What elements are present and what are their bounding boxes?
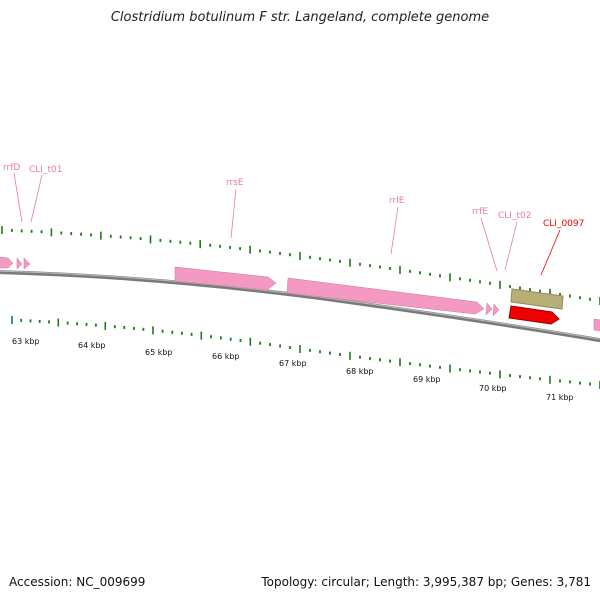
scale-label-69: 69 kbp bbox=[413, 375, 441, 384]
label-leader-lines bbox=[13, 172, 561, 276]
scale-label-65: 65 kbp bbox=[145, 348, 173, 357]
feature-labels: rrfD CLI_t01 rrsE rrlE rrfE CLI_t02 CLI_… bbox=[3, 163, 584, 229]
accession-text: Accession: NC_009699 bbox=[9, 575, 146, 589]
feature-arrow-right-edge[interactable] bbox=[593, 318, 600, 332]
feature-arrow-rrfd[interactable] bbox=[0, 256, 14, 269]
feature-arrow-cli-t01-b[interactable] bbox=[23, 257, 31, 270]
genome-backbone-highlight bbox=[0, 270, 600, 340]
inner-tick-ring bbox=[11, 316, 600, 389]
scale-label-66: 66 kbp bbox=[212, 352, 240, 361]
feature-label-rrle[interactable]: rrlE bbox=[389, 196, 405, 206]
feature-label-rrfd[interactable]: rrfD bbox=[3, 163, 20, 173]
scale-label-64: 64 kbp bbox=[78, 341, 106, 350]
leader-line-cli-t02 bbox=[504, 221, 518, 271]
leader-line-rrfd bbox=[13, 172, 23, 223]
feature-label-rrse[interactable]: rrsE bbox=[226, 178, 244, 188]
scale-label-68: 68 kbp bbox=[346, 367, 374, 376]
leader-line-rrfe bbox=[480, 217, 498, 272]
genome-backbone bbox=[0, 270, 600, 343]
feature-arrow-cli-t02[interactable] bbox=[492, 303, 500, 317]
feature-arrow-cli-t01[interactable] bbox=[16, 257, 23, 270]
scale-label-63: 63 kbp bbox=[12, 337, 40, 346]
feature-label-rrfe[interactable]: rrfE bbox=[472, 207, 488, 217]
feature-arrow-rrse[interactable] bbox=[174, 266, 277, 291]
outer-tick-ring bbox=[1, 226, 600, 305]
feature-label-cli-t01[interactable]: CLI_t01 bbox=[29, 165, 62, 175]
scale-label-71: 71 kbp bbox=[546, 393, 574, 402]
topology-text: Topology: circular; Length: 3,995,387 bp… bbox=[261, 575, 591, 589]
feature-arrow-rrle[interactable] bbox=[286, 277, 485, 315]
feature-track bbox=[0, 256, 600, 332]
leader-line-cli-t01 bbox=[30, 174, 43, 223]
feature-label-cli-t02[interactable]: CLI_t02 bbox=[498, 211, 531, 221]
feature-arrow-cli-0097[interactable] bbox=[508, 305, 560, 325]
scale-label-70: 70 kbp bbox=[479, 384, 507, 393]
feature-arrow-rrfe[interactable] bbox=[485, 302, 493, 316]
scale-labels: 63 kbp 64 kbp 65 kbp 66 kbp 67 kbp 68 kb… bbox=[12, 337, 574, 402]
leader-line-cli-0097 bbox=[540, 229, 561, 276]
leader-line-rrle bbox=[390, 206, 399, 255]
scale-label-67: 67 kbp bbox=[279, 359, 307, 368]
genome-title: Clostridium botulinum F str. Langeland, … bbox=[110, 10, 490, 25]
leader-line-rrse bbox=[230, 188, 237, 239]
feature-block-gene[interactable] bbox=[510, 288, 564, 310]
feature-label-cli-0097[interactable]: CLI_0097 bbox=[543, 219, 584, 229]
